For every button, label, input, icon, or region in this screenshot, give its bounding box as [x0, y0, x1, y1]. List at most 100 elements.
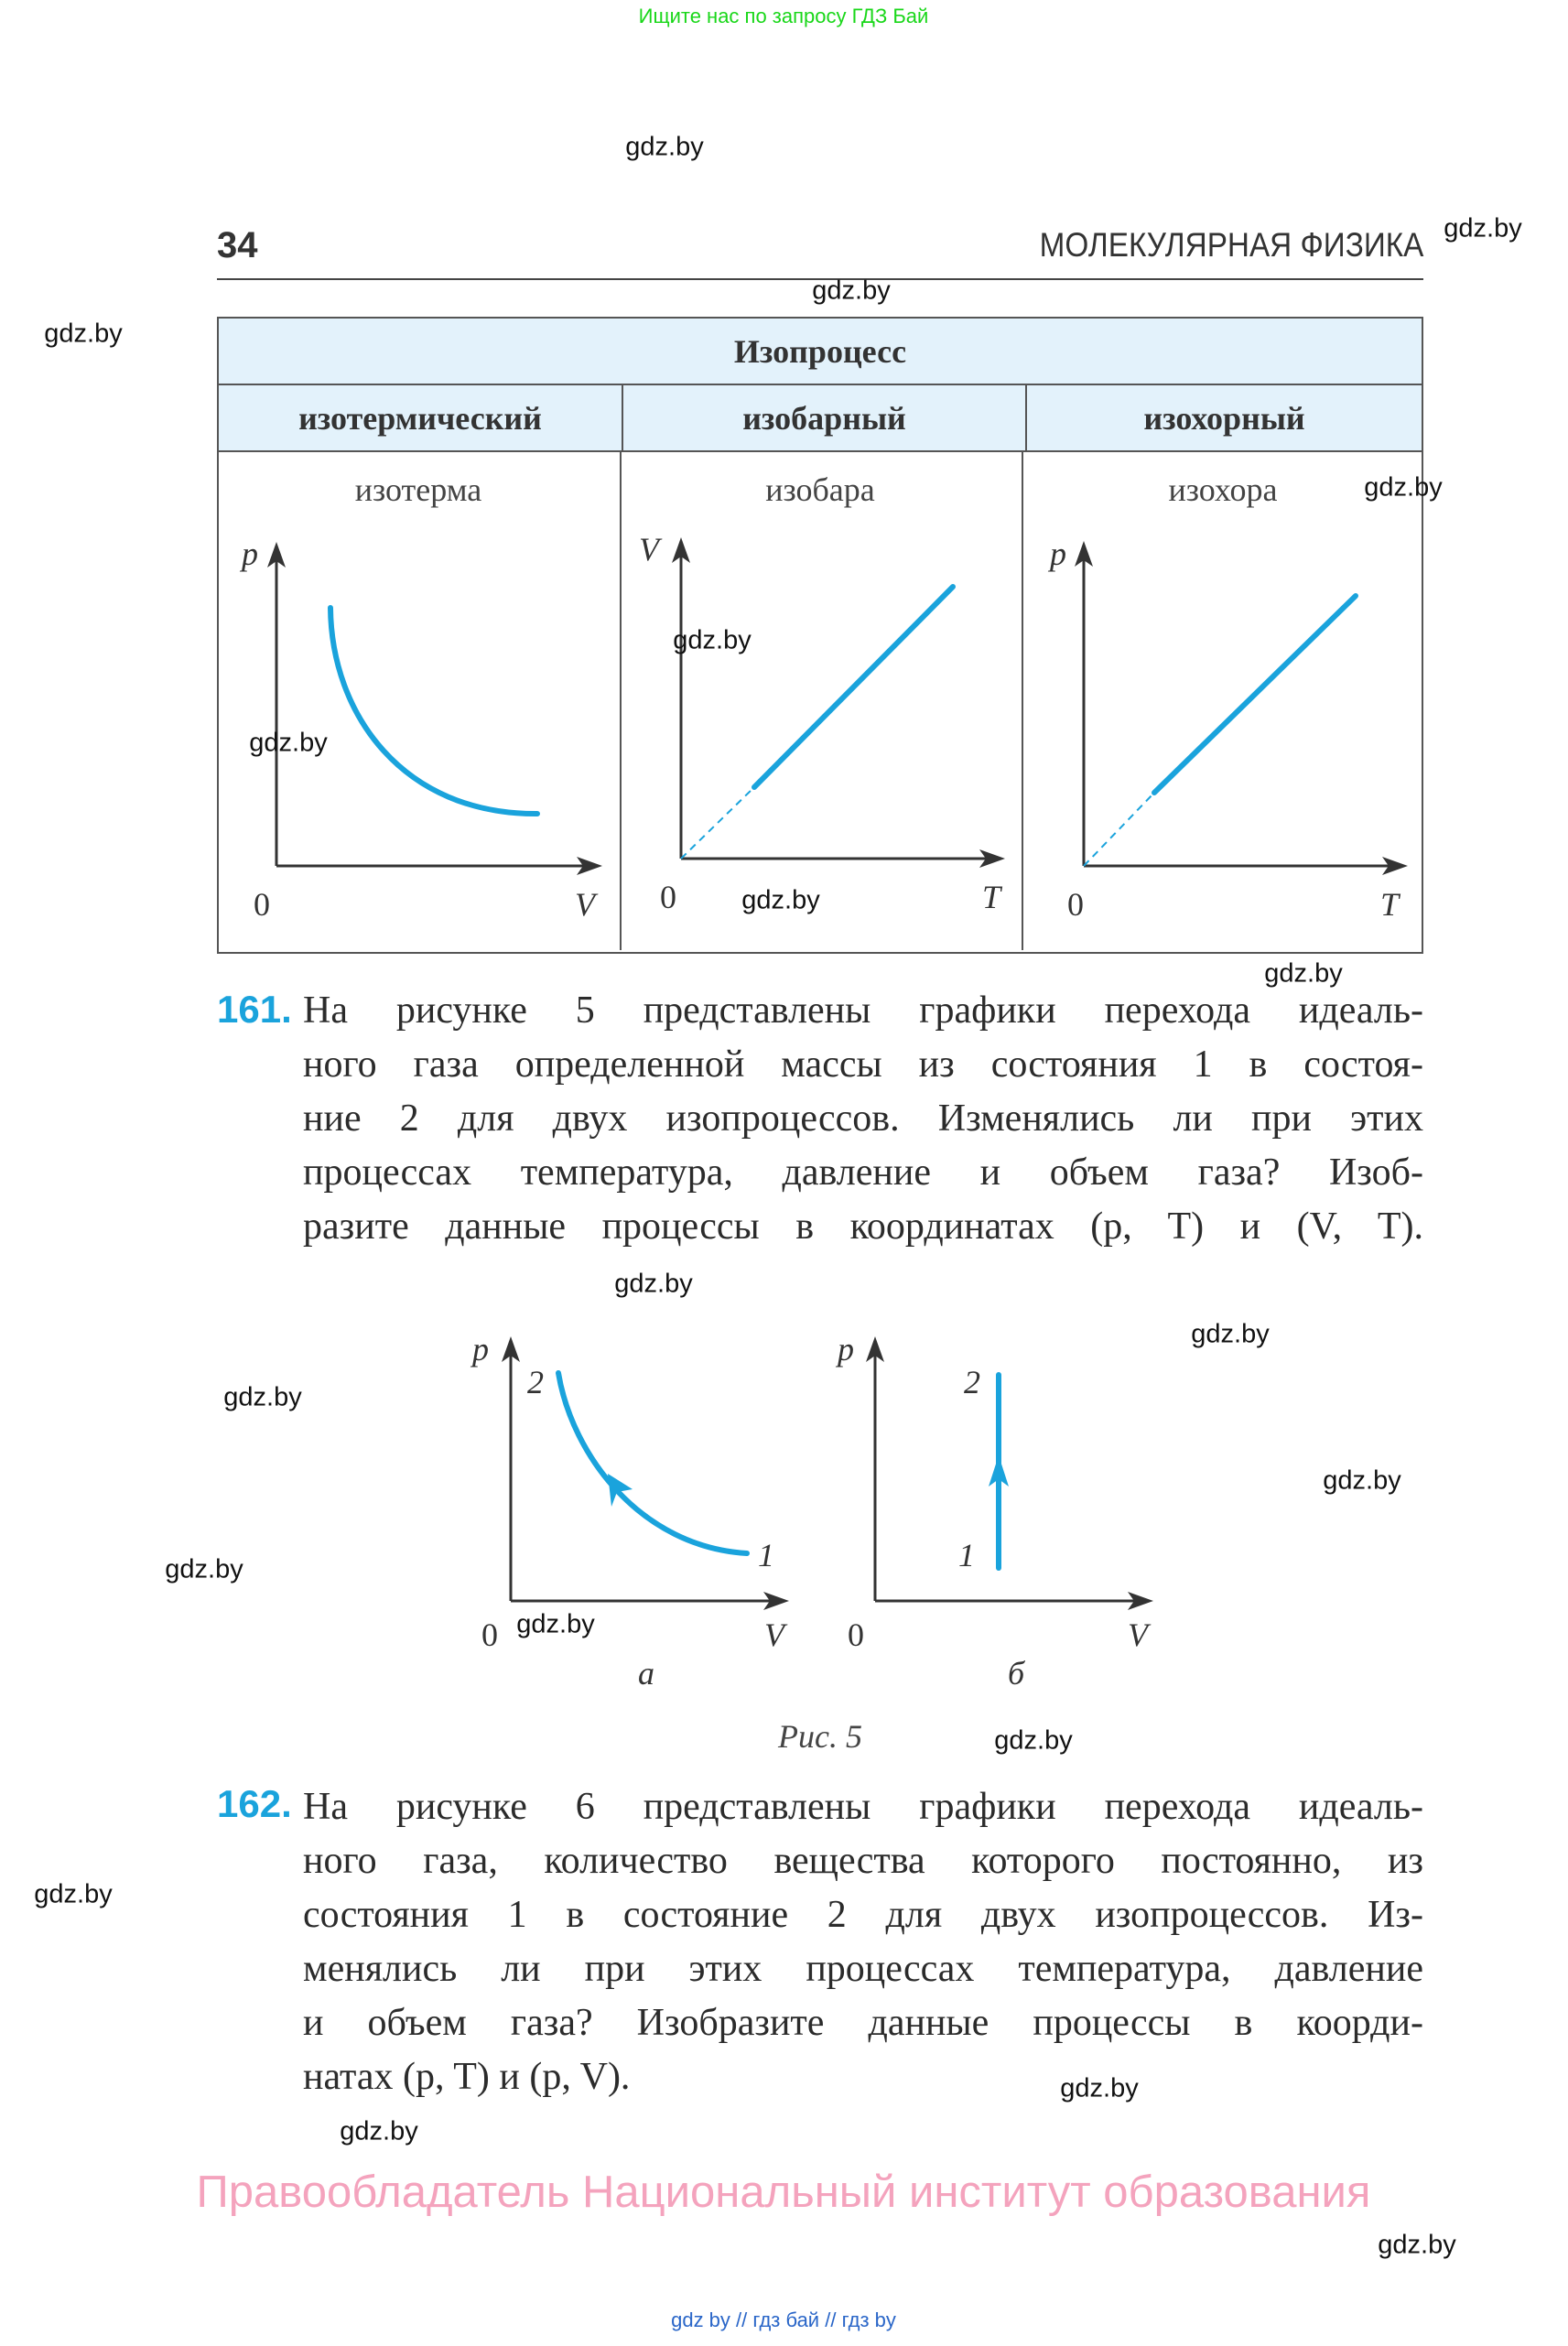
problem-161-number: 161.: [217, 988, 292, 1031]
isochore-graph: p 0 T: [1047, 535, 1408, 923]
figure-caption: Рис. 5: [778, 1718, 862, 1755]
text-line: менялись ли при этих процессах температу…: [303, 1948, 1423, 1990]
origin-label: 0: [481, 1616, 498, 1653]
watermark: gdz.by: [249, 728, 328, 758]
y-arrow-icon: [672, 537, 690, 563]
divider: [620, 451, 622, 950]
text-line: ние 2 для двух изопроцессов. Изменялись …: [303, 1097, 1423, 1140]
y-arrow-icon: [866, 1336, 884, 1362]
origin-label: 0: [660, 879, 676, 915]
watermark: gdz.by: [1323, 1465, 1401, 1496]
problem-161-text: На рисунке 5 представлены графики перехо…: [303, 984, 1423, 1254]
watermark: gdz.by: [223, 1382, 302, 1412]
isotherm-curve: [328, 605, 540, 817]
watermark: gdz.by: [1378, 2230, 1456, 2260]
isobar-line: [752, 584, 956, 790]
watermark: gdz.by: [812, 276, 891, 306]
origin-label: 0: [848, 1616, 864, 1653]
search-ad-text[interactable]: Ищите нас по запросу ГДЗ Бай: [638, 5, 929, 27]
watermark: gdz.by: [673, 625, 752, 655]
watermark: gdz.by: [516, 1609, 595, 1639]
watermark: gdz.by: [1364, 472, 1443, 503]
watermark: gdz.by: [165, 1554, 243, 1584]
axis-label-x: T: [1380, 886, 1401, 923]
axis-label-y: p: [835, 1331, 854, 1368]
isochore-title: изохора: [1168, 471, 1278, 508]
table-title: Изопроцесс: [217, 317, 1423, 385]
axis-label-x: V: [575, 886, 599, 923]
watermark: gdz.by: [1191, 1319, 1270, 1349]
process-curve: [556, 1370, 750, 1556]
axis-label-y: p: [239, 535, 258, 572]
header-rule: [217, 278, 1423, 280]
axis-label-x: T: [982, 879, 1003, 915]
page-number: 34: [217, 225, 258, 265]
text-line: процессах температура, давление и объем …: [303, 1151, 1423, 1194]
watermark: gdz.by: [1060, 2073, 1139, 2103]
copyright-notice: Правообладатель Национальный институт об…: [196, 2168, 1371, 2217]
problem-162-number: 162.: [217, 1782, 292, 1825]
point-1-label: 1: [758, 1537, 774, 1573]
x-arrow-icon: [577, 857, 602, 875]
text-line: и объем газа? Изобразите данные процессы…: [303, 2002, 1423, 2044]
x-arrow-icon: [763, 1592, 789, 1610]
footer-link[interactable]: гдз by: [841, 2308, 896, 2331]
axis-label-x: V: [764, 1616, 788, 1653]
watermark: gdz.by: [994, 1725, 1073, 1756]
text-line: На рисунке 5 представлены графики перехо…: [303, 989, 1423, 1032]
y-arrow-icon: [267, 542, 286, 568]
watermark: gdz.by: [44, 319, 123, 349]
axis-label-y: p: [470, 1331, 489, 1368]
divider: [1022, 451, 1023, 950]
extrapolation-line: [680, 786, 755, 859]
footer-link[interactable]: gdz by: [671, 2308, 730, 2331]
subfigure-label: б: [1008, 1655, 1026, 1692]
text-line: разите данные процессы в координатах (p,…: [303, 1205, 1423, 1248]
text-line: ного газа, количество вещества которого …: [303, 1840, 1423, 1882]
watermark: gdz.by: [1264, 958, 1343, 989]
watermark: gdz.by: [1444, 213, 1522, 243]
watermark: gdz.by: [614, 1269, 693, 1299]
axis-label-x: V: [1128, 1616, 1152, 1653]
text-line: натах (p, T) и (p, V).: [303, 2056, 631, 2098]
separator: //: [825, 2308, 837, 2331]
text-line: На рисунке 6 представлены графики перехо…: [303, 1786, 1423, 1828]
point-2-label: 2: [527, 1364, 544, 1400]
text-line: ного газа определенной массы из состояни…: [303, 1043, 1423, 1086]
axis-label-y: V: [639, 531, 663, 568]
origin-label: 0: [254, 886, 270, 923]
chapter-title: МОЛЕКУЛЯРНАЯ ФИЗИКА: [1039, 226, 1423, 264]
y-arrow-icon: [1075, 541, 1093, 567]
isotherm-graph: p 0 V: [239, 535, 602, 923]
watermark: gdz.by: [34, 1879, 113, 1909]
origin-label: 0: [1067, 886, 1084, 923]
x-arrow-icon: [979, 849, 1005, 868]
col-isochoric: изохорный: [1025, 384, 1423, 452]
fig5b-graph: p 2 1 0 V б: [835, 1331, 1153, 1692]
watermark: gdz.by: [340, 2116, 418, 2146]
isotherm-title: изотерма: [354, 471, 482, 508]
x-arrow-icon: [1382, 857, 1408, 875]
col-isothermal: изотермический: [217, 384, 623, 452]
y-arrow-icon: [502, 1336, 520, 1362]
watermark: gdz.by: [625, 132, 704, 162]
point-2-label: 2: [964, 1364, 980, 1400]
watermark: gdz.by: [741, 885, 820, 915]
x-arrow-icon: [1128, 1592, 1153, 1610]
subfigure-label: а: [638, 1655, 654, 1692]
isobar-graph: V 0 T: [639, 531, 1005, 915]
direction-arrow-icon: [608, 1474, 633, 1507]
problem-162-text: На рисунке 6 представлены графики перехо…: [303, 1780, 1423, 2104]
axis-label-y: p: [1047, 535, 1066, 572]
col-isobaric: изобарный: [622, 384, 1027, 452]
isobar-title: изобара: [765, 471, 875, 508]
point-1-label: 1: [958, 1537, 975, 1573]
fig5a-graph: p 2 1 0 V а: [470, 1331, 789, 1692]
direction-arrow-icon: [989, 1455, 1009, 1487]
isochore-line: [1152, 593, 1358, 795]
isoprocess-table: Изопроцесс изотермический изобарный изох…: [217, 317, 1423, 954]
footer-links: gdz by // гдз бай // гдз by: [671, 2308, 896, 2332]
footer-link[interactable]: гдз бай: [752, 2308, 820, 2331]
text-line: состояния 1 в состояние 2 для двух изопр…: [303, 1894, 1423, 1936]
